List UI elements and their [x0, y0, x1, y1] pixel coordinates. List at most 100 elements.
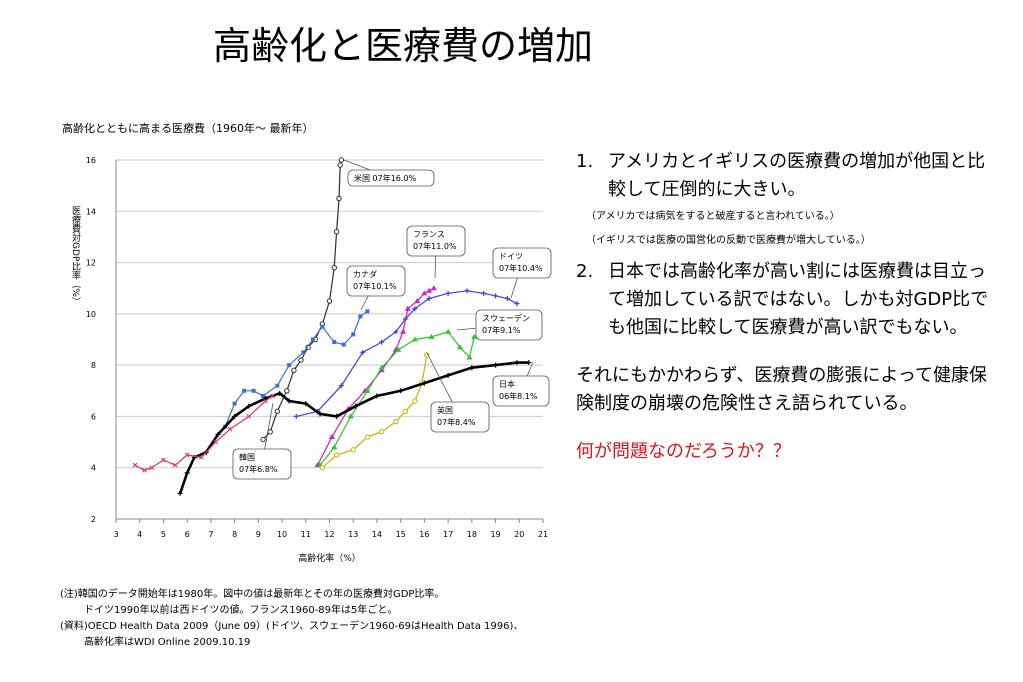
chart-notes: (注)韓国のデータ開始年は1980年。図中の値は最新年とその年の医療費対GDP比…	[60, 587, 560, 651]
data-point	[428, 333, 435, 339]
data-point	[172, 462, 178, 468]
data-point	[333, 229, 340, 235]
data-point	[378, 364, 385, 370]
x-tick-label: 13	[348, 530, 358, 539]
data-point	[350, 447, 356, 453]
data-point	[184, 452, 190, 458]
data-point	[270, 393, 275, 399]
question-text: 何が問題なのだろうか？？	[576, 441, 791, 462]
data-point	[514, 301, 520, 307]
callout-box	[492, 247, 552, 279]
callout-label: 06年8.1%	[499, 391, 538, 401]
x-tick-label: 14	[372, 530, 382, 539]
data-point	[326, 298, 333, 304]
data-point	[421, 380, 427, 386]
data-point	[161, 457, 166, 463]
data-point	[333, 452, 340, 458]
data-point	[277, 390, 283, 396]
data-point	[526, 360, 532, 366]
data-point	[398, 388, 404, 394]
data-point	[331, 444, 338, 450]
note-line: (資料)OECD Health Data 2009（June 09）(ドイツ、ス…	[60, 621, 524, 632]
data-point	[347, 413, 354, 419]
sub-note: （イギリスでは医療の国営化の反動で医療費が増大している。）	[586, 235, 871, 246]
y-tick-label: 12	[86, 259, 96, 268]
y-tick-label: 14	[86, 207, 96, 216]
sub-note: （アメリカでは病気をすると破産すると言われている。）	[586, 211, 840, 222]
callout-label: 07年10.1%	[353, 281, 397, 291]
y-tick-label: 2	[91, 515, 96, 524]
data-point	[411, 336, 418, 342]
data-point	[334, 413, 340, 419]
data-point	[177, 490, 183, 496]
data-point	[364, 434, 371, 440]
callout-label: スウェーデン	[482, 313, 530, 323]
data-point	[421, 290, 428, 296]
data-point	[149, 465, 154, 471]
data-point	[274, 408, 281, 414]
data-point	[215, 431, 221, 437]
callout-label: ドイツ	[499, 252, 523, 261]
data-point	[338, 383, 344, 389]
data-point	[261, 393, 266, 398]
callout-box	[475, 309, 543, 341]
data-point	[246, 403, 252, 409]
data-point	[284, 388, 290, 394]
data-point	[430, 285, 437, 291]
x-tick-label: 10	[277, 530, 287, 539]
slide-title: 高齢化と医療費の増加	[213, 24, 594, 68]
note-line: (注)韓国のデータ開始年は1980年。図中の値は最新年とその年の医療費対GDP比…	[60, 589, 445, 600]
data-point	[466, 354, 473, 360]
note-line: ドイツ1990年以前は西ドイツの値。フランス1960-89年は5年ごと。	[84, 605, 398, 616]
data-point	[471, 333, 478, 339]
data-point	[358, 314, 363, 319]
x-tick-label: 19	[490, 530, 500, 539]
point-number: 1.	[576, 151, 594, 172]
callout-label: 07年10.4%	[499, 263, 543, 273]
data-point	[246, 414, 252, 419]
callout-label: 07年11.0%	[413, 241, 457, 251]
data-point	[184, 470, 190, 476]
data-point	[445, 372, 451, 378]
data-point	[374, 393, 380, 399]
x-tick-label: 20	[514, 530, 524, 539]
data-point	[336, 195, 342, 202]
callout-label: 米国 07年16.0%	[354, 173, 417, 183]
data-point	[263, 398, 268, 404]
data-point	[303, 401, 309, 407]
data-point	[320, 324, 325, 329]
data-point	[262, 395, 268, 401]
data-point	[402, 408, 409, 414]
data-point	[378, 429, 385, 435]
data-point	[364, 387, 371, 393]
data-point	[393, 418, 399, 425]
data-point	[365, 309, 370, 314]
data-point	[298, 357, 304, 363]
point-number: 2.	[576, 261, 594, 282]
x-tick-label: 12	[324, 530, 334, 539]
data-point	[464, 288, 470, 294]
data-point	[132, 462, 138, 468]
x-tick-label: 16	[419, 530, 429, 539]
callout-label: 英国	[437, 405, 453, 415]
data-point	[456, 344, 463, 350]
callout-label: 07年6.8%	[239, 464, 278, 474]
data-point	[514, 360, 520, 366]
data-point	[493, 293, 499, 299]
data-point	[267, 429, 273, 435]
data-point	[445, 328, 452, 334]
callout-label: 07年8.4%	[437, 417, 476, 427]
point-text: アメリカとイギリスの医療費の増加が他国と比較して圧倒的に大きい。	[608, 151, 986, 200]
callout-box	[430, 401, 490, 433]
data-point	[414, 298, 421, 304]
data-point	[424, 352, 430, 358]
data-point	[232, 401, 237, 406]
callout-box	[347, 169, 435, 187]
series-line	[319, 331, 475, 466]
data-point	[331, 265, 337, 271]
x-tick-label: 6	[185, 530, 190, 539]
summary-paragraph: それにもかかわらず、医療費の膨張によって健康保険制度の崩壊の危険性さえ語られてい…	[576, 365, 987, 414]
callout-label: 日本	[499, 379, 515, 389]
x-tick-label: 3	[113, 530, 118, 539]
callout-label: 韓国	[239, 452, 255, 462]
